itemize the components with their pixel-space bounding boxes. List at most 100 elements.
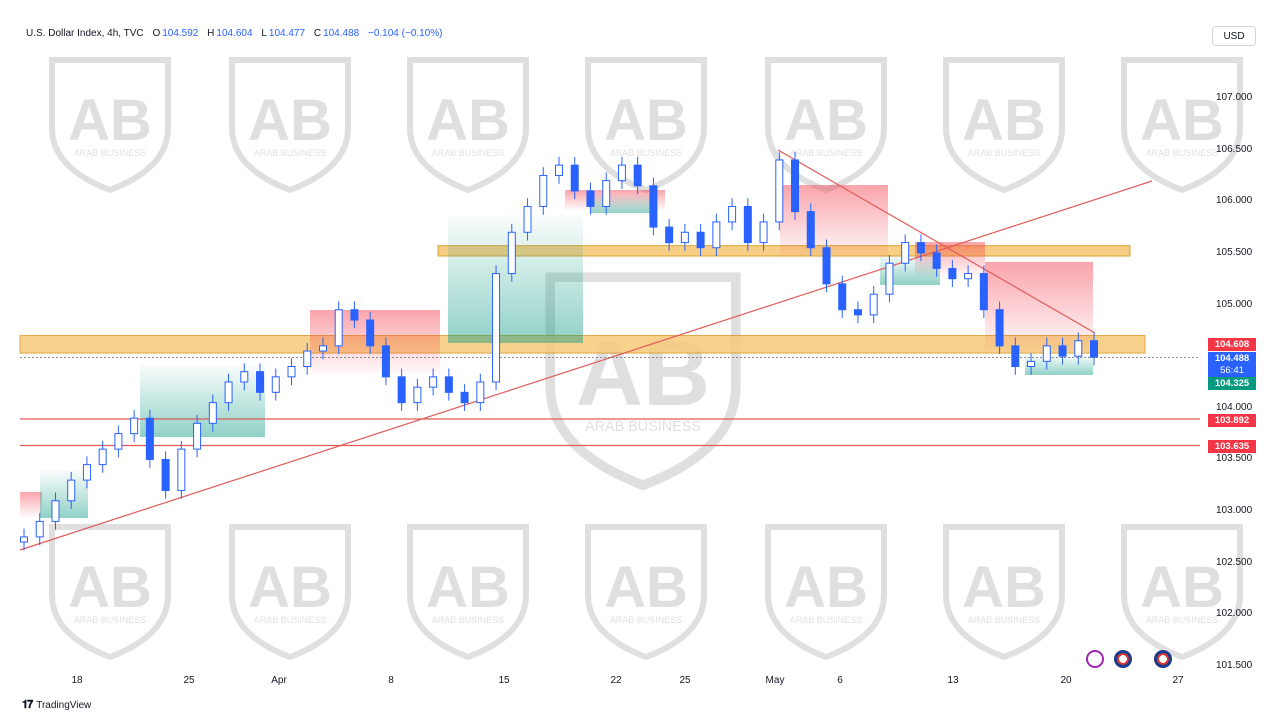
candle-body	[334, 309, 343, 347]
candle-body	[381, 345, 390, 378]
candle-body	[303, 350, 312, 368]
candle-body	[806, 211, 815, 249]
candle-body	[35, 520, 44, 538]
candle-body	[1074, 340, 1083, 357]
y-tick-label: 105.500	[1216, 246, 1253, 258]
x-tick-label: 27	[1172, 675, 1184, 686]
x-tick-label: 20	[1060, 675, 1072, 686]
candle-body	[67, 479, 76, 502]
y-tick-label: 101.500	[1216, 660, 1253, 671]
candle-body	[728, 205, 737, 223]
x-tick-label: 13	[947, 675, 959, 686]
candle-body	[177, 448, 186, 491]
rising-trendline	[19, 180, 1153, 551]
svg-text:ARAB BUSINESS: ARAB BUSINESS	[74, 615, 147, 625]
svg-text:ARAB BUSINESS: ARAB BUSINESS	[790, 615, 863, 625]
candle-body	[413, 386, 422, 404]
svg-text:AB: AB	[604, 555, 688, 620]
candle-body	[145, 417, 154, 460]
resistance-band	[20, 492, 42, 517]
candle-body	[964, 273, 973, 280]
countdown-tag: 56:41	[1208, 364, 1256, 377]
us-flag-event-icon[interactable]	[1154, 650, 1172, 668]
candle-body	[82, 464, 91, 481]
candle-body	[617, 164, 626, 182]
candle-body	[791, 159, 800, 213]
svg-text:ARAB BUSINESS: ARAB BUSINESS	[610, 148, 683, 158]
falling-trendline	[777, 149, 1096, 334]
y-tick-label: 105.000	[1216, 298, 1253, 310]
candle-body	[555, 164, 563, 176]
candle-body	[995, 309, 1004, 347]
candle-body	[256, 371, 265, 393]
symbol-title: U.S. Dollar Index, 4h, TVC	[26, 28, 144, 39]
currency-button[interactable]: USD	[1212, 26, 1256, 46]
symbol-header: U.S. Dollar Index, 4h, TVC O 104.592 H 104…	[26, 28, 443, 39]
svg-text:ARAB BUSINESS: ARAB BUSINESS	[610, 615, 683, 625]
price-tag-support: 104.325	[1208, 377, 1256, 390]
price-tag-level-1: 103.892	[1208, 414, 1256, 427]
candle-body	[759, 221, 768, 244]
candle-body	[460, 391, 469, 404]
candle-body	[208, 402, 217, 424]
svg-text:AB: AB	[68, 88, 152, 153]
lightning-icon[interactable]	[1086, 650, 1104, 668]
high-label: H	[207, 28, 215, 39]
svg-text:ARAB BUSINESS: ARAB BUSINESS	[1146, 148, 1219, 158]
candle-body	[429, 376, 438, 388]
svg-text:ARAB BUSINESS: ARAB BUSINESS	[254, 148, 327, 158]
svg-text:ARAB BUSINESS: ARAB BUSINESS	[432, 148, 505, 158]
candle-body	[743, 205, 752, 244]
candle-body	[1011, 345, 1020, 368]
candle-body	[271, 376, 280, 393]
branding: 𝟏𝟕 TradingView	[22, 699, 91, 712]
candle-body	[476, 381, 485, 404]
us-flag-icon[interactable]	[1114, 650, 1132, 668]
price-tag-level-2: 103.635	[1208, 440, 1256, 453]
change-value: −0.104 (−0.10%)	[368, 28, 443, 39]
candle-body	[586, 190, 595, 207]
x-tick-label: 18	[71, 675, 83, 686]
candle-body	[680, 231, 689, 244]
svg-text:AB: AB	[426, 88, 510, 153]
candle-body	[712, 221, 721, 249]
candle-body	[51, 500, 60, 522]
x-tick-label: 25	[183, 675, 195, 686]
close-value: 104.488	[323, 28, 360, 39]
candle-body	[492, 273, 501, 383]
candle-body	[775, 159, 784, 223]
candle-body	[287, 366, 296, 378]
open-label: O	[152, 28, 161, 39]
candle-body	[649, 185, 658, 228]
candle-body	[570, 164, 579, 192]
candle-body	[224, 381, 233, 404]
candle-body	[507, 231, 516, 275]
candle-body	[130, 417, 139, 435]
svg-text:AB: AB	[1140, 88, 1224, 153]
candle-body	[979, 273, 988, 311]
y-tick-label: 102.000	[1216, 608, 1253, 620]
support-band	[40, 470, 88, 518]
svg-text:AB: AB	[248, 555, 332, 620]
candle-body	[822, 247, 831, 285]
svg-text:ARAB BUSINESS: ARAB BUSINESS	[790, 148, 863, 158]
support-band	[590, 195, 650, 213]
candle-body	[948, 267, 957, 280]
svg-text:AB: AB	[962, 555, 1046, 620]
price-tag-last: 104.488	[1208, 352, 1256, 365]
candle-body	[932, 252, 941, 269]
candle-body	[20, 536, 28, 543]
x-tick-label: 25	[679, 675, 691, 686]
svg-text:ARAB BUSINESS: ARAB BUSINESS	[254, 615, 327, 625]
y-tick-label: 106.500	[1216, 143, 1253, 155]
svg-text:AB: AB	[248, 88, 332, 153]
price-tag-resistance: 104.608	[1208, 338, 1256, 351]
